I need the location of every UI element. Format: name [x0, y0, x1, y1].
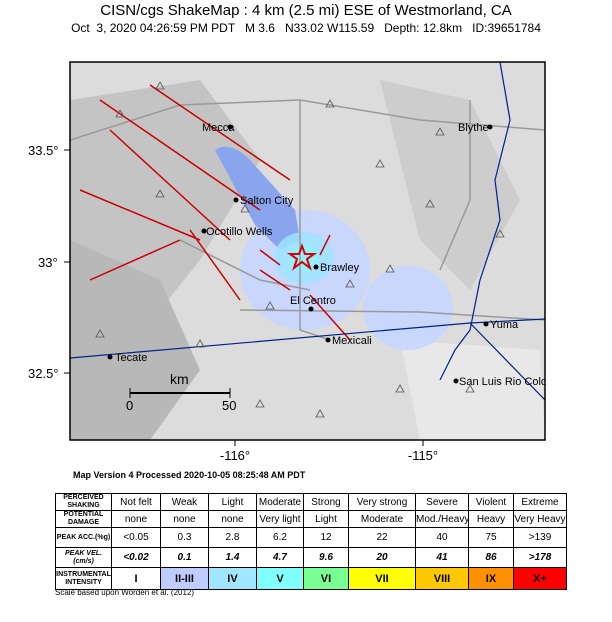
table-cell: >139 — [513, 527, 567, 548]
city-label: San Luis Rio Colo — [459, 376, 547, 388]
table-cell: Very Heavy — [513, 510, 567, 528]
city-label: Salton City — [240, 195, 294, 207]
subtitle: Oct 3, 2020 04:26:59 PM PDT M 3.6 N33.02… — [71, 21, 541, 35]
table-cell: Heavy — [468, 510, 514, 528]
row-label: PEAK ACC.(%g) — [55, 527, 112, 548]
title: CISN/cgs ShakeMap : 4 km (2.5 mi) ESE of… — [100, 2, 512, 19]
table-cell: Severe — [415, 493, 469, 511]
table-cell: IV — [208, 567, 257, 590]
table-cell: 75 — [468, 527, 514, 548]
table-cell: Very light — [256, 510, 304, 528]
table-cell: 2.8 — [208, 527, 257, 548]
map: Mecca Blythe Salton City Ocotillo Wells … — [28, 61, 547, 463]
table-cell: I — [111, 567, 161, 590]
table-row: PEAK VEL.(cm/s) <0.02 0.1 1.4 4.7 9.6 20 41 86 >1… — [55, 547, 567, 568]
row-label: PEAK VEL.(cm/s) — [55, 547, 112, 568]
table-cell: Mod./Heavy — [415, 510, 469, 528]
table-cell: 0.3 — [160, 527, 209, 548]
table-cell: 40 — [415, 527, 469, 548]
table-cell: IX — [468, 567, 514, 590]
table-cell: 0.1 — [160, 547, 209, 568]
row-label: POTENTIAL DAMAGE — [55, 510, 112, 528]
table-cell: none — [208, 510, 257, 528]
table-cell: 20 — [348, 547, 416, 568]
city-label: Tecate — [115, 352, 147, 364]
table-cell: V — [256, 567, 304, 590]
map-version: Map Version 4 Processed 2020-10-05 08:25… — [73, 470, 306, 480]
table-cell: Light — [208, 493, 257, 511]
table-cell: none — [111, 510, 161, 528]
scale-unit: km — [170, 371, 189, 387]
table-cell: 12 — [303, 527, 349, 548]
scale-end: 50 — [222, 398, 236, 413]
table-row: INSTRUMENTAL INTENSITY I II-III IV V VI VII VII… — [55, 567, 567, 590]
table-cell: Very strong — [348, 493, 416, 511]
table-row: PEAK ACC.(%g) <0.05 0.3 2.8 6.2 12 22 40 75 >139 — [55, 527, 567, 548]
city-label: Ocotillo Wells — [206, 226, 273, 238]
table-cell: Strong — [303, 493, 349, 511]
table-row: POTENTIAL DAMAGE none none none Very light Li… — [55, 510, 567, 528]
lon-label: -115° — [408, 448, 438, 463]
footnote: Scale based upon Worden et al. (2012) — [55, 588, 195, 597]
row-label: PERCEIVED SHAKING — [55, 493, 112, 511]
city-label: Mecca — [202, 122, 235, 134]
table-cell: 41 — [415, 547, 469, 568]
table-cell: Not felt — [111, 493, 161, 511]
lat-label: 33° — [38, 255, 58, 270]
city-label: Blythe — [458, 122, 489, 134]
city-label: El Centro — [290, 295, 336, 307]
table-cell: 86 — [468, 547, 514, 568]
table-cell: II-III — [160, 567, 209, 590]
table-cell: Violent — [468, 493, 514, 511]
table-cell: none — [160, 510, 209, 528]
table-row: PERCEIVED SHAKING Not felt Weak Light Modera… — [55, 493, 567, 511]
table-cell: VIII — [415, 567, 469, 590]
lat-label: 32.5° — [28, 366, 59, 381]
city-label: Mexicali — [332, 335, 372, 347]
table-cell: >178 — [513, 547, 567, 568]
table-cell: Moderate — [348, 510, 416, 528]
map-body: Mecca Blythe Salton City Ocotillo Wells … — [70, 62, 547, 440]
table-cell: Extreme — [513, 493, 567, 511]
table-cell: <0.02 — [111, 547, 161, 568]
table-cell: 4.7 — [256, 547, 304, 568]
table-cell: 1.4 — [208, 547, 257, 568]
row-label: INSTRUMENTAL INTENSITY — [55, 567, 112, 590]
lon-label: -116° — [220, 448, 250, 463]
city-label: Yuma — [490, 319, 519, 331]
table-cell: VII — [348, 567, 416, 590]
table-cell: <0.05 — [111, 527, 161, 548]
table-cell: 22 — [348, 527, 416, 548]
table-cell: 9.6 — [303, 547, 349, 568]
table-cell: Light — [303, 510, 349, 528]
intensity-table: PERCEIVED SHAKING Not felt Weak Light Modera… — [55, 493, 567, 590]
table-cell: X+ — [513, 567, 567, 590]
lat-label: 33.5° — [28, 143, 59, 158]
city-label: Brawley — [320, 262, 360, 274]
table-cell: 6.2 — [256, 527, 304, 548]
scale-start: 0 — [126, 398, 133, 413]
table-cell: VI — [303, 567, 349, 590]
table-cell: Weak — [160, 493, 209, 511]
table-cell: Moderate — [256, 493, 304, 511]
